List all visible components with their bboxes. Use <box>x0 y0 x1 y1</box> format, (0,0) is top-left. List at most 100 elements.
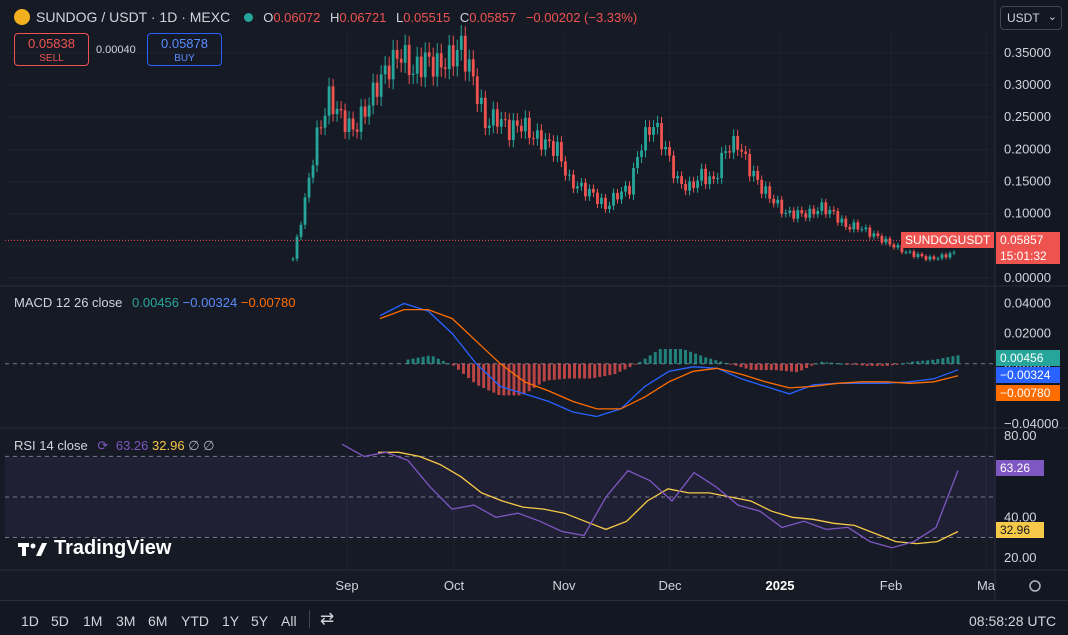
macd-histogram-bar <box>502 363 506 396</box>
currency-value: USDT <box>1007 11 1040 25</box>
sell-label: SELL <box>39 53 64 64</box>
candle-body <box>688 181 692 191</box>
macd-histogram-bar <box>714 360 718 364</box>
candle-body <box>848 226 852 230</box>
range-1d-button[interactable]: 1D <box>21 613 39 629</box>
chart-canvas[interactable]: 0.35000 0.30000 0.25000 0.20000 0.15000 0.100… <box>0 0 1068 600</box>
macd-histogram-bar <box>416 357 420 364</box>
utc-clock[interactable]: 08:58:28 UTC <box>969 613 1057 629</box>
tradingview-logo-text: TradingView <box>54 537 172 559</box>
macd-histogram-bar <box>895 363 899 365</box>
candle-body <box>415 56 419 74</box>
macd-histogram-bar <box>800 363 804 371</box>
candle-body <box>780 199 784 214</box>
macd-histogram-bar <box>784 363 788 372</box>
macd-histogram-bar <box>870 363 874 366</box>
symbol-title[interactable]: SUNDOG / USDT · 1D · MEXC <box>36 9 231 25</box>
macd-histogram-bar <box>446 363 450 365</box>
range-5d-button[interactable]: 5D <box>51 613 69 629</box>
candle-body <box>315 127 319 166</box>
sell-button[interactable]: 0.05838 SELL <box>14 33 89 66</box>
candle-body <box>515 120 519 126</box>
candle-body <box>792 210 796 219</box>
candle-body <box>576 186 579 189</box>
candle-body <box>423 52 427 78</box>
candle-body <box>720 152 724 178</box>
range-3m-button[interactable]: 3M <box>116 613 136 629</box>
currency-select[interactable]: USDT ⌄ <box>1000 6 1062 30</box>
time-tick-label: Dec <box>658 578 682 593</box>
candle-body <box>856 222 860 230</box>
macd-histogram-bar <box>537 363 541 385</box>
macd-histogram-bar <box>694 353 698 364</box>
candle-body <box>712 176 716 179</box>
macd-histogram-bar <box>507 363 511 396</box>
tradingview-logo[interactable]: TradingView <box>18 537 171 560</box>
time-tick-label: Nov <box>552 578 576 593</box>
settings-gear-icon[interactable] <box>1029 580 1041 592</box>
candle-body <box>652 127 655 135</box>
rsi-tick-label: 40.00 <box>1004 509 1037 524</box>
macd-histogram-bar <box>527 363 531 392</box>
macd-histogram-bar <box>865 363 869 366</box>
macd-histogram-bar <box>744 363 748 369</box>
range-1y-button[interactable]: 1Y <box>222 613 240 629</box>
macd-histogram-bar <box>820 361 824 364</box>
spread-value: 0.00040 <box>96 44 136 56</box>
candle-body <box>560 141 563 162</box>
macd-histogram-bar <box>769 363 773 371</box>
candle-body <box>868 227 872 237</box>
candle-body <box>531 137 535 139</box>
macd-histogram-bar <box>719 361 723 364</box>
macd-histogram-bar <box>653 352 657 364</box>
macd-histogram-bar <box>517 363 521 396</box>
price-tick-label: 0.35000 <box>1004 45 1051 60</box>
buy-label: BUY <box>174 53 195 64</box>
candle-body <box>523 117 527 132</box>
price-tick-label: 0.10000 <box>1004 206 1051 221</box>
price-tick-label: 0.15000 <box>1004 174 1051 189</box>
candle-body <box>535 130 539 139</box>
macd-histogram-bar <box>840 363 844 365</box>
candle-body <box>507 119 511 141</box>
time-tick-label: Ma <box>977 578 996 593</box>
macd-histogram-bar <box>628 363 632 368</box>
candle-body <box>832 209 836 212</box>
candle-body <box>307 177 311 198</box>
macd-histogram-bar <box>426 355 430 364</box>
candle-body <box>359 106 363 132</box>
macd-histogram-bar <box>588 363 592 379</box>
range-ytd-button[interactable]: YTD <box>181 613 209 629</box>
macd-legend[interactable]: MACD 12 26 close 0.00456 −0.00324 −0.007… <box>14 295 295 310</box>
candle-body <box>660 123 663 150</box>
candle-body <box>620 191 623 200</box>
candle-body <box>543 139 547 150</box>
range-5y-button[interactable]: 5Y <box>251 613 269 629</box>
candle-body <box>608 205 611 209</box>
range-6m-button[interactable]: 6M <box>148 613 168 629</box>
symbol-legend: SUNDOG / USDT · 1D · MEXC O0.06072 H0.06… <box>14 9 643 25</box>
high-key: H <box>329 9 340 25</box>
refresh-icon[interactable]: ⟳ <box>97 438 109 453</box>
range-all-button[interactable]: All <box>281 613 297 629</box>
candle-body <box>828 209 832 215</box>
rsi-legend[interactable]: RSI 14 close ⟳ 63.26 32.96 ∅ ∅ <box>14 438 214 454</box>
candle-body <box>888 238 892 245</box>
symbol-price-label: SUNDOGUSDT <box>901 232 995 248</box>
candle-body <box>503 119 507 121</box>
range-1m-button[interactable]: 1M <box>83 613 103 629</box>
macd-histogram-bar <box>941 358 945 364</box>
macd-histogram-bar <box>739 363 743 368</box>
candle-body <box>471 59 475 77</box>
candle-body <box>732 135 736 153</box>
macd-histogram-bar <box>830 362 834 364</box>
candle-body <box>924 256 928 260</box>
macd-histogram-bar <box>431 356 435 364</box>
open-key: O <box>263 9 274 25</box>
candle-body <box>876 233 880 237</box>
buy-button[interactable]: 0.05878 BUY <box>147 33 222 66</box>
macd-histogram-bar <box>462 363 466 374</box>
calendar-goto-icon[interactable]: ⇄ <box>320 609 335 628</box>
macd-histogram-bar <box>492 363 496 393</box>
candle-body <box>628 185 631 195</box>
